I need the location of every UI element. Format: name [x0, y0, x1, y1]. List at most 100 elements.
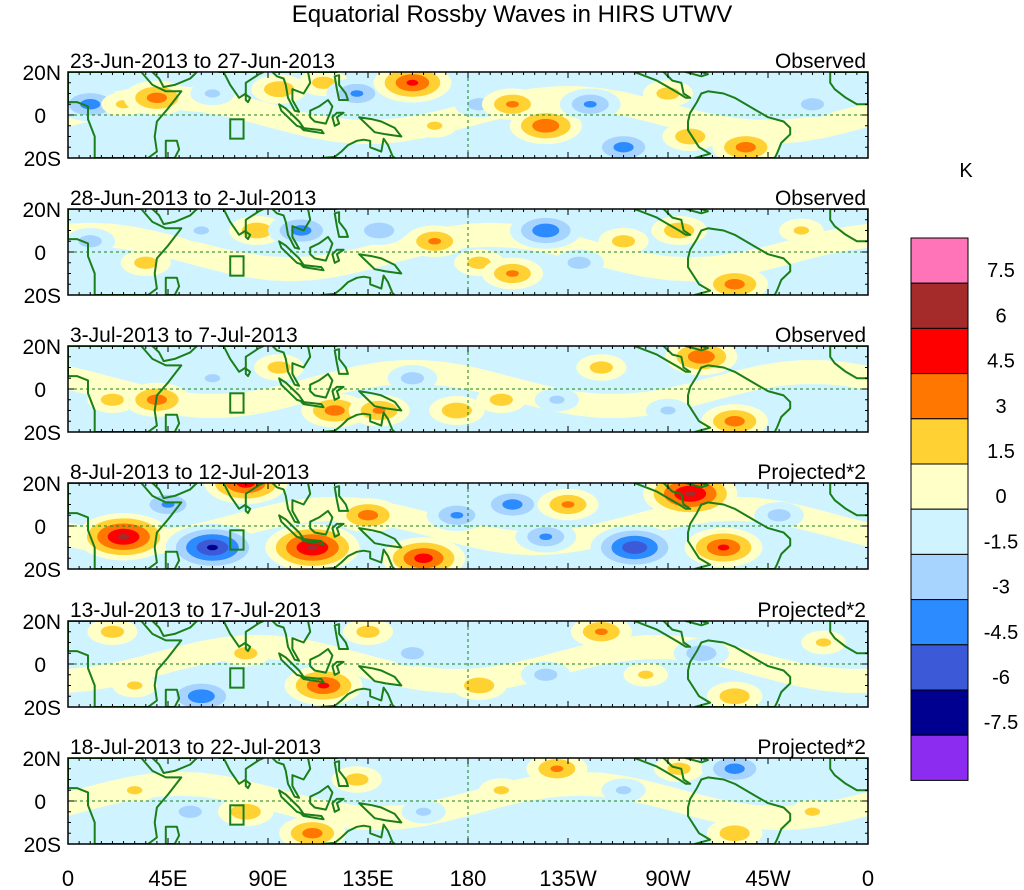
anomaly-contour	[426, 121, 443, 130]
anomaly-contour	[493, 786, 510, 795]
anomaly-contour	[118, 533, 130, 540]
coastline	[244, 230, 252, 241]
colorbar-swatch	[910, 282, 969, 329]
anomaly-contour	[724, 416, 745, 427]
map-panel: 13-Jul-2013 to 17-Jul-2013 Projected*2 20N…	[22, 599, 869, 720]
anomaly-contour	[532, 118, 560, 133]
coastline	[164, 550, 181, 569]
anomaly-contour	[400, 372, 425, 385]
anomaly-contour	[724, 279, 745, 290]
coastline	[244, 367, 252, 378]
lon-label: 135E	[342, 866, 393, 890]
lat-label: 20S	[24, 559, 61, 582]
anomaly-contour	[804, 807, 821, 816]
lon-label: 0	[862, 866, 874, 890]
coastline	[333, 760, 349, 787]
anomaly-contour	[306, 544, 318, 551]
colorbar-swatch	[910, 327, 969, 375]
anomaly-contour	[735, 142, 756, 153]
coastline	[687, 90, 792, 158]
anomaly-contour	[414, 553, 433, 563]
anomaly-contour	[675, 128, 706, 145]
lat-label: 20N	[22, 611, 61, 634]
region-box	[229, 529, 245, 551]
coastline	[271, 758, 312, 799]
anomaly-contour	[267, 361, 291, 374]
anomaly-contour	[187, 689, 215, 704]
coastline	[320, 823, 396, 844]
anomaly-contour	[594, 628, 608, 636]
coastline	[309, 785, 334, 811]
coastline	[68, 621, 183, 707]
map-field	[68, 72, 868, 158]
coastline	[300, 126, 325, 135]
map-panels: 23-Jun-2013 to 27-Jun-2013 Observed 20N 0 20…	[22, 50, 869, 857]
colorbar-unit: K	[959, 160, 973, 182]
coastline	[278, 514, 305, 540]
coastline	[633, 483, 692, 510]
map-field	[68, 483, 868, 569]
map-field	[68, 198, 868, 295]
coastline	[151, 758, 198, 774]
lat-label: 20S	[24, 148, 61, 171]
coastline	[151, 483, 198, 500]
map-field	[68, 758, 868, 844]
colorbar: 7.5 6 4.5 3 1.5 0 -1.5 -3 -4.5 -6 -7.5 K	[910, 160, 1018, 781]
anomaly-contour	[350, 90, 364, 97]
anomaly-contour	[356, 625, 380, 638]
lat-label: 0	[34, 516, 46, 539]
coastline	[633, 346, 692, 373]
coastline	[300, 537, 325, 546]
coastline	[164, 413, 181, 432]
anomaly-contour	[489, 393, 513, 406]
coastline	[358, 527, 403, 549]
anomaly-contour	[613, 142, 634, 153]
coastline	[278, 103, 305, 129]
coastline	[829, 72, 868, 106]
colorbar-tick-label: -3	[992, 577, 1010, 599]
coastline	[633, 621, 692, 648]
region-box	[229, 392, 245, 414]
colorbar-swatch	[910, 508, 969, 555]
coastline	[333, 485, 349, 512]
coastline	[336, 335, 339, 341]
anomaly-contour	[793, 226, 810, 235]
anomaly-contour	[717, 544, 730, 551]
coastline	[278, 377, 305, 403]
panel-date-range: 28-Jun-2013 to 2-Jul-2013	[70, 187, 316, 210]
lat-label: 20N	[22, 473, 61, 496]
coastline	[336, 610, 339, 616]
anomaly-contour	[100, 393, 125, 406]
colorbar-swatch	[910, 599, 969, 646]
neutral-band	[68, 222, 868, 282]
anomaly-contour	[204, 374, 221, 383]
coastline	[68, 346, 183, 432]
anomaly-contour	[684, 490, 696, 497]
map-field	[68, 335, 868, 432]
lat-label: 20S	[24, 422, 61, 445]
anomaly-contour	[357, 510, 379, 521]
anomaly-contour	[719, 688, 750, 705]
lat-label: 20S	[24, 697, 61, 720]
anomaly-contour	[204, 89, 221, 98]
map-panel: 28-Jun-2013 to 2-Jul-2013 Observed 20N 0 20S	[22, 187, 869, 308]
map-panel: 18-Jul-2013 to 22-Jul-2013 Projected*2 20N…	[22, 736, 869, 857]
panel-type-label: Projected*2	[757, 599, 866, 622]
coastline	[358, 116, 403, 138]
region-box	[229, 804, 245, 826]
coastline	[320, 137, 396, 158]
anomaly-contour	[406, 79, 419, 86]
lat-label: 20N	[22, 336, 61, 359]
anomaly-contour	[464, 677, 495, 694]
lon-label: 90E	[248, 866, 287, 890]
coastline	[336, 198, 339, 204]
coastline	[683, 621, 709, 627]
anomaly-contour	[441, 402, 472, 419]
lat-label: 20N	[22, 199, 61, 222]
coastline	[151, 209, 198, 226]
coastline	[683, 758, 709, 764]
coastline	[68, 72, 183, 158]
colorbar-tick-label: -4.5	[984, 622, 1018, 644]
region-box	[229, 255, 245, 277]
anomaly-contour	[767, 509, 791, 522]
